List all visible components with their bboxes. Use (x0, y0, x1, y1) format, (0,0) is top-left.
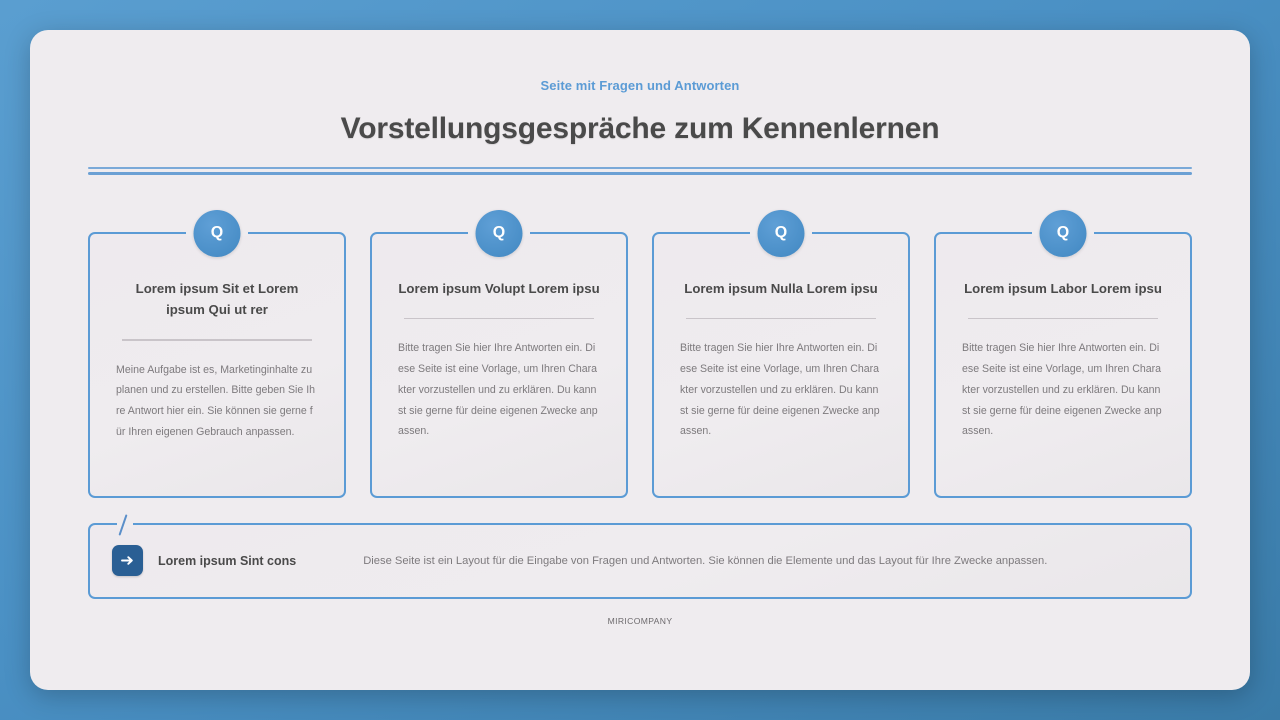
question-badge-icon: Q (757, 209, 805, 257)
brand-footer: MIRICOMPANY (607, 615, 673, 626)
qa-card-divider (404, 317, 594, 320)
page-title: Vorstellungsgespräche zum Kennenlernen (340, 112, 940, 145)
qa-card-title: Lorem ipsum Sit et Lorem ipsum Qui ut re… (135, 280, 299, 317)
qa-card-divider (686, 317, 876, 320)
footer-note-bar[interactable]: Lorem ipsum Sint cons Diese Seite ist ei… (88, 513, 1192, 599)
notch-gap (117, 521, 133, 528)
qa-card[interactable]: Q Lorem ipsum Volupt Lorem ipsu Bitte tr… (370, 209, 628, 498)
question-badge-icon: Q (1039, 209, 1087, 257)
qa-card-body: Bitte tragen Sie hier Ihre Antworten ein… (398, 342, 598, 438)
qa-card-body: Bitte tragen Sie hier Ihre Antworten ein… (962, 342, 1162, 438)
qa-card-body: Bitte tragen Sie hier Ihre Antworten ein… (680, 342, 880, 438)
qa-card-body: Meine Aufgabe ist es, Marketinginhalte z… (116, 363, 316, 438)
slide-eyebrow: Seite mit Fragen und Antworten (540, 78, 740, 93)
qa-card-divider (122, 339, 312, 341)
title-divider (88, 167, 1192, 175)
qa-card-title: Lorem ipsum Volupt Lorem ipsu (398, 280, 600, 296)
question-badge-icon: Q (193, 209, 241, 257)
footer-label: Lorem ipsum Sint cons (158, 553, 297, 568)
arrow-right-icon[interactable] (112, 545, 143, 577)
qa-card-list: Q Lorem ipsum Sit et Lorem ipsum Qui ut … (88, 209, 1192, 498)
qa-card[interactable]: Q Lorem ipsum Sit et Lorem ipsum Qui ut … (88, 209, 346, 498)
qa-card-title: Lorem ipsum Labor Lorem ipsu (964, 280, 1162, 296)
slide-header: Seite mit Fragen und Antworten Vorstellu… (88, 30, 1192, 175)
qa-card-title: Lorem ipsum Nulla Lorem ipsu (684, 280, 878, 296)
footer-description: Diese Seite ist ein Layout für die Einga… (363, 554, 1048, 567)
qa-card-divider (968, 317, 1158, 320)
qa-card[interactable]: Q Lorem ipsum Nulla Lorem ipsu Bitte tra… (652, 209, 910, 498)
slide-canvas: Seite mit Fragen und Antworten Vorstellu… (30, 30, 1250, 690)
divider-line-thin (88, 167, 1192, 169)
question-badge-icon: Q (475, 209, 523, 257)
divider-line-thick (88, 171, 1192, 175)
qa-card[interactable]: Q Lorem ipsum Labor Lorem ipsu Bitte tra… (934, 209, 1192, 498)
